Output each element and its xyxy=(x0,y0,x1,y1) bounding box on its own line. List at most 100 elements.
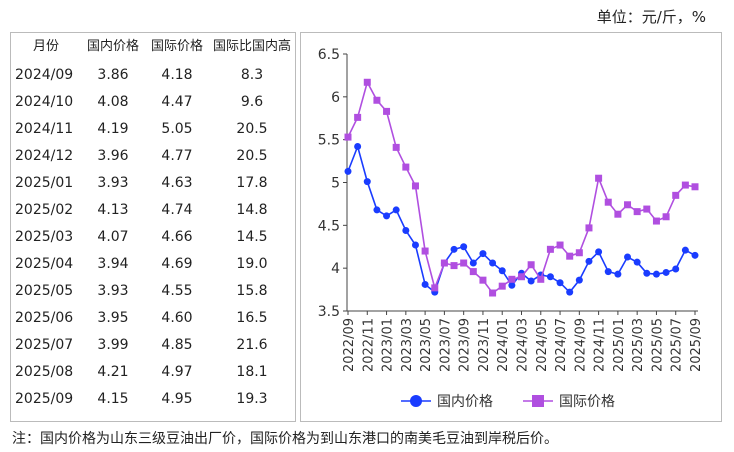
data-point xyxy=(681,181,689,189)
data-point xyxy=(392,206,400,214)
data-point xyxy=(392,143,400,151)
data-point xyxy=(604,198,612,206)
table-cell: 4.66 xyxy=(161,228,193,245)
footnote: 注：国内价格为山东三级豆油出厂价，国际价格为到山东港口的南美毛豆油到岸税后价。 xyxy=(12,431,558,447)
table-row: 2025/02 4.13 4.74 14.8 xyxy=(11,196,295,223)
table-cell: 2025/06 xyxy=(15,309,74,326)
table-cell: 4.19 xyxy=(97,120,129,137)
x-tick-label: 2024/07 xyxy=(554,318,569,372)
table-row: 2025/08 4.21 4.97 18.1 xyxy=(11,358,295,385)
x-tick-label: 2024/01 xyxy=(496,318,511,372)
data-point xyxy=(575,276,583,284)
table-cell: 20.5 xyxy=(236,120,268,137)
x-tick-label: 2025/01 xyxy=(612,318,627,372)
data-point xyxy=(421,247,429,255)
data-point xyxy=(585,224,593,232)
table-cell: 4.55 xyxy=(161,282,193,299)
data-point xyxy=(411,182,419,190)
table-cell: 4.69 xyxy=(161,255,193,272)
unit-label: 单位：元/斤，% xyxy=(596,8,706,26)
data-point xyxy=(469,259,477,267)
table-cell: 14.8 xyxy=(236,201,268,218)
data-point xyxy=(411,241,419,249)
data-point xyxy=(662,213,670,221)
table-row: 2025/05 3.93 4.55 15.8 xyxy=(11,277,295,304)
data-point xyxy=(460,259,468,267)
x-tick-label: 2023/01 xyxy=(381,318,396,372)
data-point xyxy=(421,280,429,288)
table-cell: 2024/09 xyxy=(15,66,74,83)
x-tick-label: 2025/07 xyxy=(670,318,685,372)
data-point xyxy=(460,243,468,251)
data-point xyxy=(450,245,458,253)
table-cell: 4.08 xyxy=(97,93,129,110)
price-table: 月份 国内价格 国际价格 国际比国内高 2024/09 3.86 4.18 8.3 2024/1… xyxy=(10,32,296,422)
table-row: 2025/06 3.95 4.60 16.5 xyxy=(11,304,295,331)
table-row: 2024/10 4.08 4.47 9.6 xyxy=(11,88,295,115)
chart-svg: 3.5 4 4.5 5 5.5 6 6.5 2022/09 2022/11 2023/01 2023… xyxy=(318,47,704,410)
column-header: 国际比国内高 xyxy=(212,39,291,54)
table-cell: 19.3 xyxy=(236,390,268,407)
table-cell: 4.47 xyxy=(161,93,193,110)
data-point xyxy=(652,217,660,225)
table-cell: 9.6 xyxy=(240,93,264,110)
y-tick-label: 5 xyxy=(331,176,340,192)
data-point xyxy=(672,265,680,273)
data-point xyxy=(691,183,699,191)
data-point xyxy=(479,276,487,284)
data-point xyxy=(643,269,651,277)
series-line xyxy=(347,80,696,295)
table-cell: 2025/05 xyxy=(15,282,74,299)
table-cell: 3.99 xyxy=(97,336,129,353)
table-row: 2025/07 3.99 4.85 21.6 xyxy=(11,331,295,358)
data-point xyxy=(662,268,670,276)
data-point xyxy=(440,259,448,267)
table-cell: 2025/01 xyxy=(15,174,74,191)
x-tick-label: 2023/07 xyxy=(438,318,453,372)
data-point xyxy=(681,246,689,254)
data-point xyxy=(527,261,535,269)
data-point xyxy=(595,174,603,182)
x-tick-label: 2023/03 xyxy=(400,318,415,372)
legend-marker xyxy=(410,395,422,407)
y-tick-label: 6.5 xyxy=(318,47,340,63)
x-tick-label: 2023/11 xyxy=(477,318,492,372)
x-tick-label: 2024/09 xyxy=(573,318,588,372)
data-point xyxy=(373,96,381,104)
table-cell: 2024/10 xyxy=(15,93,74,110)
data-point xyxy=(556,279,564,287)
column-header: 月份 xyxy=(32,39,59,54)
data-point xyxy=(363,78,371,86)
table-cell: 8.3 xyxy=(240,66,264,83)
data-point xyxy=(546,245,554,253)
data-point xyxy=(354,113,362,121)
table-cell: 3.94 xyxy=(97,255,129,272)
data-point xyxy=(489,259,497,267)
table-cell: 4.95 xyxy=(161,390,193,407)
x-tick-label: 2025/05 xyxy=(650,318,665,372)
data-point xyxy=(498,282,506,290)
data-point xyxy=(566,252,574,260)
data-point xyxy=(672,191,680,199)
data-point xyxy=(595,248,603,256)
table-cell: 2024/12 xyxy=(15,147,74,164)
table-cell: 14.5 xyxy=(236,228,268,245)
data-point xyxy=(643,205,651,213)
table-cell: 2025/09 xyxy=(15,390,74,407)
table-cell: 18.1 xyxy=(236,363,268,380)
table-cell: 3.86 xyxy=(97,66,129,83)
data-point xyxy=(624,253,632,261)
data-point xyxy=(691,251,699,259)
data-point xyxy=(373,206,381,214)
x-tick-label: 2023/09 xyxy=(458,318,473,372)
table-row: 2024/11 4.19 5.05 20.5 xyxy=(11,115,295,142)
data-point xyxy=(537,275,545,283)
table-cell: 2025/02 xyxy=(15,201,74,218)
table-row: 2025/04 3.94 4.69 19.0 xyxy=(11,250,295,277)
table-cell: 2025/04 xyxy=(15,255,74,272)
data-point xyxy=(450,262,458,270)
y-tick-label: 6 xyxy=(331,90,340,106)
data-point xyxy=(614,210,622,218)
data-point xyxy=(402,163,410,171)
table-row: 2024/12 3.96 4.77 20.5 xyxy=(11,142,295,169)
